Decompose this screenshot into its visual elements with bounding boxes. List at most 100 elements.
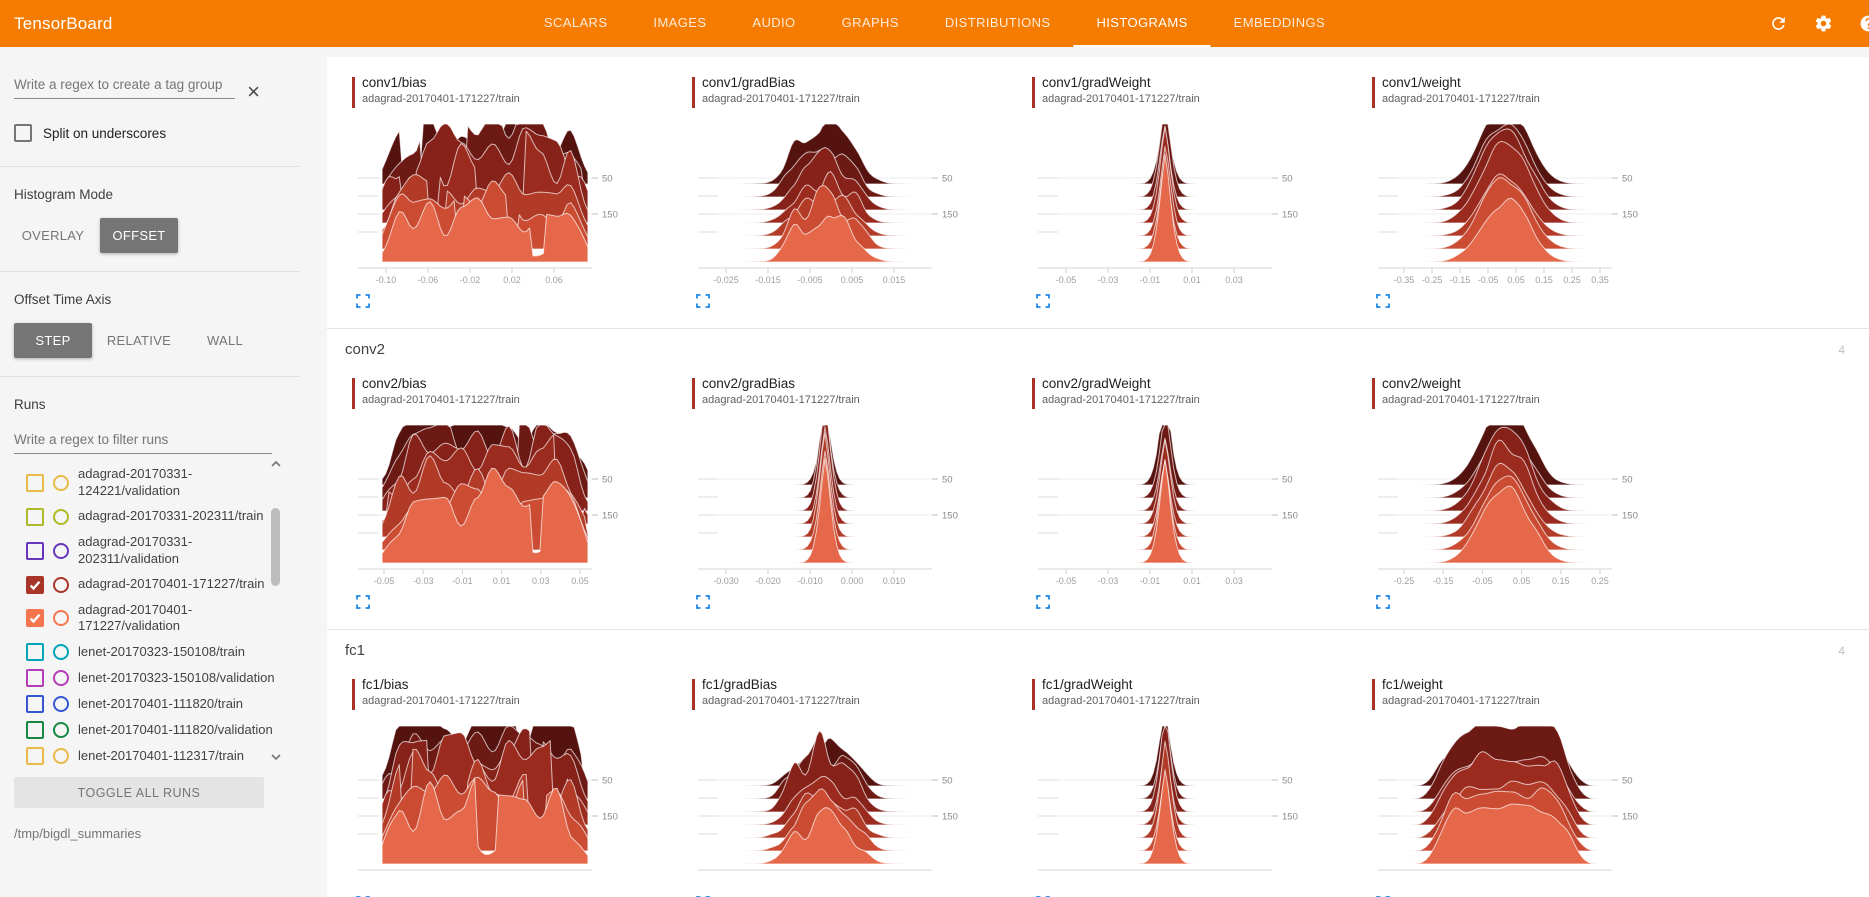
tab-histograms[interactable]: HISTOGRAMS [1073, 0, 1211, 47]
histogram-chart[interactable]: 50 150 [1372, 718, 1674, 888]
card-tag-title: fc1/bias [362, 677, 409, 692]
histogram-card-fc1-gradWeight: fc1/gradWeight adagrad-20170401-171227/tr… [1032, 677, 1372, 897]
run-item[interactable]: adagrad-20170331-124221/validation [26, 462, 286, 504]
offset-time-axis-relative-button[interactable]: RELATIVE [106, 333, 172, 348]
nav-tabs: SCALARS IMAGES AUDIO GRAPHS DISTRIBUTIONS HIS… [521, 0, 1348, 47]
svg-text:0.03: 0.03 [1225, 275, 1243, 285]
run-isolate-radio[interactable] [53, 542, 69, 559]
refresh-icon[interactable] [1769, 14, 1788, 33]
run-isolate-radio[interactable] [53, 610, 69, 627]
tag-filter-input[interactable] [14, 73, 236, 99]
run-item[interactable]: adagrad-20170331-202311/validation [26, 530, 286, 572]
run-isolate-radio[interactable] [53, 576, 69, 593]
split-underscores-label: Split on underscores [43, 125, 167, 141]
run-checkbox[interactable] [26, 643, 44, 662]
histogram-chart[interactable]: 50 150 -0.025 -0.015 -0.005 0.005 0.015 [692, 116, 994, 286]
svg-text:-0.025: -0.025 [713, 275, 739, 285]
expand-icon[interactable] [1036, 294, 1052, 310]
svg-text:150: 150 [602, 210, 618, 221]
svg-text:-0.030: -0.030 [713, 576, 739, 586]
histogram-chart[interactable]: 50 150 -0.05 -0.03 -0.01 0.01 0.03 0.05 [352, 417, 654, 587]
run-item[interactable]: adagrad-20170401-171227/validation [26, 598, 286, 640]
run-checkbox[interactable] [26, 541, 44, 560]
run-isolate-radio[interactable] [53, 696, 69, 713]
run-checkbox[interactable] [26, 747, 44, 766]
run-isolate-radio[interactable] [53, 644, 69, 661]
histogram-chart[interactable]: 50 150 -0.10 -0.06 -0.02 0.02 0.06 [352, 116, 654, 286]
help-icon[interactable] [1859, 14, 1869, 33]
card-header: fc1/gradWeight adagrad-20170401-171227/tr… [1032, 677, 1372, 710]
close-icon[interactable]: × [247, 79, 260, 104]
expand-icon[interactable] [696, 294, 712, 310]
run-isolate-radio[interactable] [53, 670, 69, 687]
tab-distributions[interactable]: DISTRIBUTIONS [944, 15, 1051, 30]
run-checkbox[interactable] [26, 507, 44, 526]
card-tag-title: fc1/gradWeight [1042, 677, 1133, 692]
run-color-accent [352, 77, 355, 108]
histogram-chart[interactable]: 50 150 -0.05 -0.03 -0.01 0.01 0.03 [1032, 116, 1334, 286]
toggle-all-runs-button[interactable]: TOGGLE ALL RUNS [14, 777, 264, 809]
histogram-chart[interactable]: 50 150 [692, 718, 994, 888]
settings-icon[interactable] [1814, 14, 1833, 33]
run-isolate-radio[interactable] [53, 722, 69, 739]
run-color-accent [352, 679, 355, 710]
run-label: adagrad-20170401-171227/validation [78, 601, 193, 634]
expand-icon[interactable] [696, 595, 712, 611]
run-checkbox[interactable] [26, 695, 44, 714]
run-checkbox[interactable] [26, 473, 44, 492]
svg-text:150: 150 [602, 812, 618, 823]
histogram-chart[interactable]: 50 150 [352, 718, 654, 888]
chevron-down-icon[interactable] [270, 753, 282, 761]
runs-scrollbar[interactable] [269, 456, 283, 765]
histogram-chart[interactable]: 50 150 -0.35 -0.25 -0.15 -0.05 0.05 0.15 0.25 0.3… [1372, 116, 1674, 286]
expand-icon[interactable] [356, 294, 372, 310]
card-header: fc1/weight adagrad-20170401-171227/train [1372, 677, 1712, 710]
run-color-accent [1032, 77, 1035, 108]
run-item[interactable]: lenet-20170323-150108/validation [26, 665, 286, 691]
expand-icon[interactable] [356, 595, 372, 611]
tab-embeddings[interactable]: EMBEDDINGS [1233, 15, 1326, 30]
histogram-mode-overlay-button[interactable]: OVERLAY [21, 228, 85, 243]
card-tag-title: conv1/weight [1382, 75, 1461, 90]
expand-icon[interactable] [1036, 595, 1052, 611]
histogram-mode-offset-button[interactable]: OFFSET [100, 218, 178, 253]
run-isolate-radio[interactable] [53, 508, 69, 525]
run-label: adagrad-20170331-202311/train [78, 508, 264, 524]
group-header-fc1[interactable]: fc1 4 [327, 630, 1869, 659]
run-isolate-radio[interactable] [53, 474, 69, 491]
run-item[interactable]: lenet-20170323-150108/train [26, 639, 286, 665]
runs-filter-input[interactable] [14, 428, 272, 454]
histogram-chart[interactable]: 50 150 -0.030 -0.020 -0.010 0.000 0.010 [692, 417, 994, 587]
run-item[interactable]: adagrad-20170331-202311/train [26, 504, 286, 530]
offset-time-axis-wall-button[interactable]: WALL [206, 333, 244, 348]
run-isolate-radio[interactable] [53, 748, 69, 765]
run-checkbox[interactable] [26, 721, 44, 740]
run-checkbox[interactable] [26, 575, 44, 594]
chevron-up-icon[interactable] [270, 460, 282, 468]
run-label: lenet-20170323-150108/train [78, 643, 245, 659]
group-header-conv2[interactable]: conv2 4 [327, 329, 1869, 358]
split-underscores-checkbox[interactable] [14, 124, 32, 142]
expand-icon[interactable] [1376, 595, 1392, 611]
tab-audio[interactable]: AUDIO [752, 15, 796, 30]
svg-text:50: 50 [602, 475, 613, 486]
card-row: fc1/bias adagrad-20170401-171227/train 50 1… [327, 659, 1869, 897]
offset-time-axis-step-button[interactable]: STEP [14, 323, 92, 358]
histogram-chart[interactable]: 50 150 [1032, 718, 1334, 888]
run-checkbox[interactable] [26, 609, 44, 628]
run-item[interactable]: lenet-20170401-112317/train [26, 743, 286, 769]
tab-scalars[interactable]: SCALARS [543, 15, 608, 30]
run-item[interactable]: lenet-20170401-111820/train [26, 691, 286, 717]
tab-images[interactable]: IMAGES [653, 15, 707, 30]
expand-icon[interactable] [1376, 294, 1392, 310]
split-underscores-row[interactable]: Split on underscores [14, 124, 286, 142]
svg-text:-0.01: -0.01 [1140, 275, 1161, 285]
run-item[interactable]: lenet-20170401-111820/validation [26, 717, 286, 743]
run-item[interactable]: adagrad-20170401-171227/train [26, 572, 286, 598]
scrollbar-thumb[interactable] [271, 508, 280, 586]
tab-graphs[interactable]: GRAPHS [841, 15, 899, 30]
run-color-accent [692, 679, 695, 710]
run-checkbox[interactable] [26, 669, 44, 688]
histogram-chart[interactable]: 50 150 -0.25 -0.15 -0.05 0.05 0.15 0.25 [1372, 417, 1674, 587]
histogram-chart[interactable]: 50 150 -0.05 -0.03 -0.01 0.01 0.03 [1032, 417, 1334, 587]
